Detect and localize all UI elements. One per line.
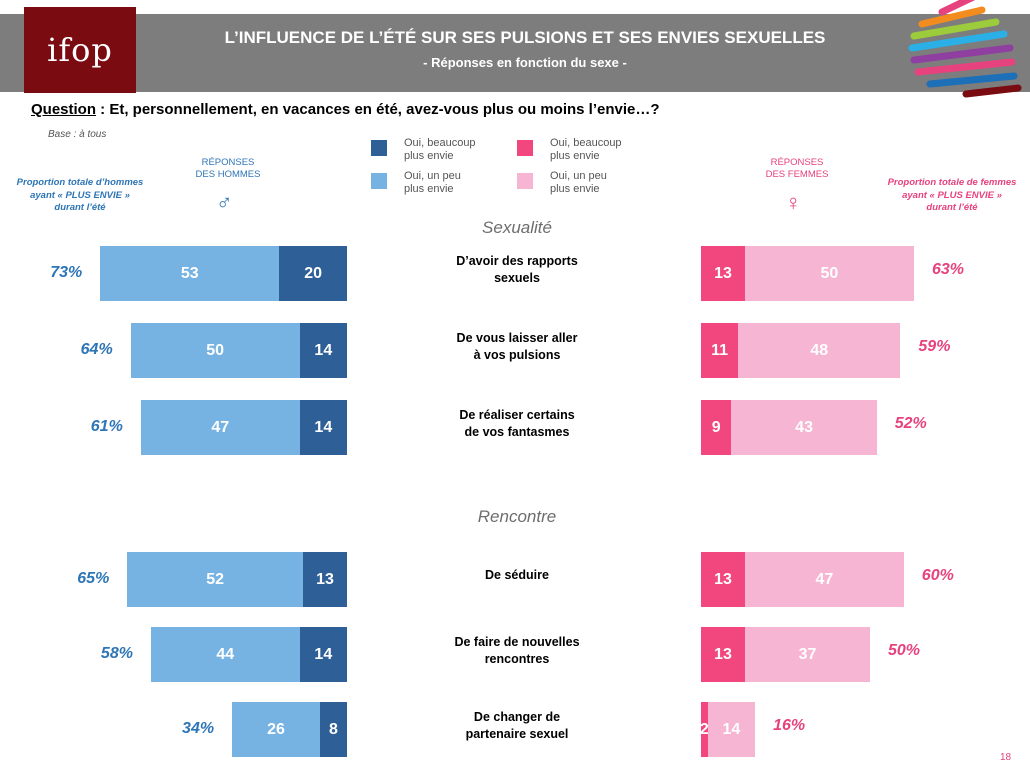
men-total-label: 64% (80, 341, 113, 358)
men-total-label: 34% (182, 720, 215, 737)
bar-men-beaucoup: 8 (319, 702, 347, 757)
bar-women-beaucoup: 11 (701, 323, 739, 378)
bar-women-un-peu: 14 (707, 702, 756, 757)
item-label: De réaliser certains de vos fantasmes (459, 407, 575, 439)
legend-label: Oui, beaucoup plus envie (550, 137, 622, 162)
women-responses-header: RÉPONSES DES FEMMES (765, 157, 829, 180)
question: Question : Et, personnellement, en vacan… (31, 101, 660, 118)
women-total-label: 52% (894, 415, 927, 432)
page-subtitle: - Réponses en fonction du sexe - (423, 55, 627, 70)
bar-men-un-peu: 50 (130, 323, 300, 378)
bar-men-un-peu: 52 (127, 552, 304, 607)
bar-women-un-peu: 37 (744, 627, 870, 682)
bar-men-beaucoup: 20 (279, 246, 347, 301)
bar-women-beaucoup: 2 (700, 702, 709, 757)
legend-label: Oui, beaucoup plus envie (404, 137, 476, 162)
section-title: Rencontre (477, 507, 557, 526)
bar-women-un-peu: 43 (731, 400, 877, 455)
legend-swatch (371, 140, 387, 156)
item-label: D’avoir des rapports sexuels (456, 253, 578, 285)
bar-men-beaucoup: 14 (299, 323, 347, 378)
legend-swatch (517, 173, 533, 189)
bar-women-beaucoup: 13 (701, 246, 745, 301)
legend-swatch (371, 173, 387, 189)
section-title: Sexualité (482, 218, 552, 237)
women-proportion-label: Proportion totale de femmes ayant « PLUS… (887, 177, 1017, 213)
brand-stripes-graphic (908, 0, 1022, 98)
bar-men-beaucoup: 14 (299, 400, 347, 455)
item-label: De faire de nouvelles rencontres (454, 634, 580, 666)
question-label: Question (31, 101, 97, 118)
item-label: De vous laisser aller à vos pulsions (456, 330, 578, 362)
bar-men-un-peu: 53 (100, 246, 280, 301)
item-label: De séduire (485, 568, 549, 582)
bar-women-un-peu: 47 (744, 552, 904, 607)
bar-women-beaucoup: 13 (701, 627, 745, 682)
bar-women-beaucoup: 13 (701, 552, 745, 607)
men-total-label: 61% (90, 418, 123, 435)
bar-men-beaucoup: 14 (299, 627, 347, 682)
legend-label: Oui, un peu plus envie (550, 170, 607, 195)
male-symbol-icon: ♂ (216, 190, 233, 215)
men-total-label: 65% (77, 570, 110, 587)
women-total-label: 59% (918, 338, 951, 355)
bar-women-un-peu: 50 (744, 246, 914, 301)
item-label: De changer de partenaire sexuel (465, 709, 569, 741)
bar-men-un-peu: 47 (140, 400, 300, 455)
base-note: Base : à tous (48, 129, 107, 140)
bar-men-un-peu: 26 (232, 702, 320, 757)
legend-label: Oui, un peu plus envie (404, 170, 461, 195)
female-symbol-icon: ♀ (785, 190, 802, 215)
men-total-label: 73% (50, 264, 83, 281)
women-total-label: 63% (931, 261, 964, 278)
page-number: 18 (1000, 752, 1012, 763)
page-title: L’INFLUENCE DE L’ÉTÉ SUR SES PULSIONS ET… (224, 28, 826, 47)
logo-text: ifop (47, 31, 113, 69)
legend-swatch (517, 140, 533, 156)
women-total-label: 50% (888, 642, 921, 659)
men-responses-header: RÉPONSES DES HOMMES (195, 157, 261, 180)
ifop-logo: ifop (24, 7, 136, 93)
header-bar (0, 14, 1030, 92)
bar-men-un-peu: 44 (150, 627, 300, 682)
women-total-label: 60% (921, 567, 954, 584)
bar-men-beaucoup: 13 (303, 552, 347, 607)
men-proportion-label: Proportion totale d’hommes ayant « PLUS … (16, 177, 144, 213)
question-text: : Et, personnellement, en vacances en ét… (96, 101, 660, 118)
bar-women-beaucoup: 9 (701, 400, 732, 455)
women-total-label: 16% (773, 717, 806, 734)
bar-women-un-peu: 48 (738, 323, 901, 378)
men-total-label: 58% (100, 645, 133, 662)
